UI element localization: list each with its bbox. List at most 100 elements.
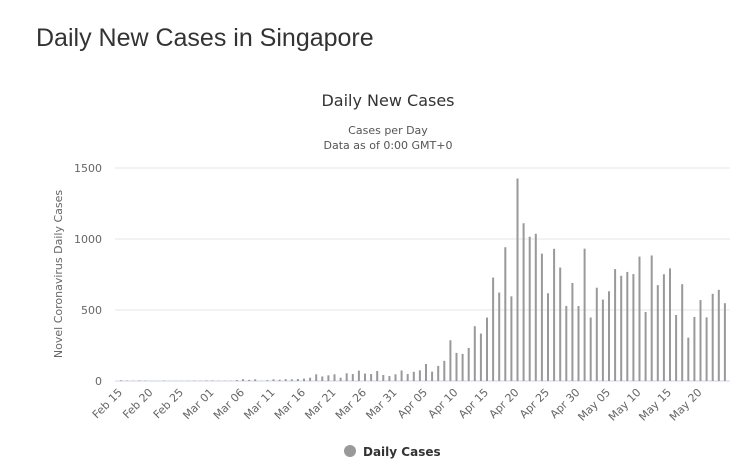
bar[interactable] bbox=[669, 268, 671, 381]
bar[interactable] bbox=[583, 248, 586, 381]
bar[interactable] bbox=[345, 373, 348, 381]
bar[interactable] bbox=[382, 375, 385, 381]
bar[interactable] bbox=[235, 380, 238, 381]
x-tick-label: Feb 15 bbox=[90, 386, 125, 421]
bar[interactable] bbox=[461, 353, 464, 381]
bar[interactable] bbox=[388, 376, 391, 381]
bar[interactable] bbox=[571, 283, 574, 381]
bar[interactable] bbox=[266, 380, 269, 381]
y-tick-label: 1500 bbox=[74, 162, 102, 175]
bar[interactable] bbox=[522, 223, 525, 381]
bar[interactable] bbox=[595, 287, 598, 381]
bar[interactable] bbox=[486, 317, 488, 381]
bar[interactable] bbox=[370, 374, 373, 381]
bar[interactable] bbox=[638, 256, 641, 381]
bar[interactable] bbox=[364, 373, 366, 381]
bar[interactable] bbox=[351, 374, 354, 381]
bar[interactable] bbox=[406, 374, 409, 381]
bar[interactable] bbox=[699, 300, 702, 381]
bar[interactable] bbox=[516, 178, 519, 381]
bar[interactable] bbox=[272, 379, 275, 381]
bar[interactable] bbox=[565, 306, 568, 381]
bar[interactable] bbox=[650, 255, 653, 381]
bar[interactable] bbox=[687, 337, 690, 381]
bar[interactable] bbox=[449, 340, 452, 381]
bar[interactable] bbox=[443, 360, 446, 381]
bar[interactable] bbox=[425, 363, 427, 381]
bar[interactable] bbox=[296, 379, 299, 381]
bar[interactable] bbox=[601, 299, 604, 381]
bar[interactable] bbox=[498, 292, 501, 381]
x-tick-label: Mar 21 bbox=[302, 386, 338, 422]
x-tick-label: May 10 bbox=[606, 386, 644, 424]
bar[interactable] bbox=[693, 316, 696, 381]
bar[interactable] bbox=[254, 379, 257, 381]
bar[interactable] bbox=[681, 284, 684, 381]
bar[interactable] bbox=[614, 269, 617, 381]
bar[interactable] bbox=[723, 303, 726, 381]
bar[interactable] bbox=[357, 370, 360, 381]
y-tick-label: 500 bbox=[81, 304, 102, 317]
bar[interactable] bbox=[138, 380, 141, 381]
bar[interactable] bbox=[455, 352, 458, 381]
bar[interactable] bbox=[705, 317, 708, 381]
bar[interactable] bbox=[211, 380, 214, 381]
bar[interactable] bbox=[662, 274, 665, 381]
bar[interactable] bbox=[400, 370, 403, 381]
bar[interactable] bbox=[534, 233, 537, 381]
legend-item-daily-cases[interactable]: Daily Cases bbox=[344, 445, 441, 459]
bar[interactable] bbox=[376, 371, 379, 381]
bar[interactable] bbox=[632, 274, 635, 381]
bar[interactable] bbox=[315, 374, 318, 381]
bar[interactable] bbox=[327, 375, 330, 381]
x-tick-label: Apr 10 bbox=[426, 386, 461, 421]
bar[interactable] bbox=[644, 311, 647, 381]
bar[interactable] bbox=[290, 379, 293, 381]
bar[interactable] bbox=[278, 379, 281, 381]
bar[interactable] bbox=[540, 253, 543, 381]
bar[interactable] bbox=[309, 377, 312, 381]
y-tick-label: 1000 bbox=[74, 233, 102, 246]
bar[interactable] bbox=[656, 285, 659, 381]
bar[interactable] bbox=[608, 291, 610, 381]
bar[interactable] bbox=[437, 365, 440, 381]
bar[interactable] bbox=[510, 296, 513, 381]
bar[interactable] bbox=[120, 380, 122, 381]
bar[interactable] bbox=[248, 379, 251, 381]
bar[interactable] bbox=[553, 248, 556, 381]
bar[interactable] bbox=[577, 306, 580, 381]
bar[interactable] bbox=[321, 376, 324, 381]
x-tick-label: Apr 25 bbox=[517, 386, 552, 421]
x-tick-label: Apr 20 bbox=[487, 386, 522, 421]
chart-title: Daily New Cases bbox=[321, 91, 454, 110]
legend-marker bbox=[344, 445, 356, 457]
bar[interactable] bbox=[620, 275, 623, 381]
bar[interactable] bbox=[412, 371, 415, 381]
bar[interactable] bbox=[711, 293, 714, 381]
bar[interactable] bbox=[547, 293, 549, 381]
bar[interactable] bbox=[467, 347, 470, 381]
bar[interactable] bbox=[492, 277, 495, 381]
bar[interactable] bbox=[284, 379, 287, 381]
bar[interactable] bbox=[303, 378, 305, 381]
bar[interactable] bbox=[394, 374, 397, 381]
bar[interactable] bbox=[418, 370, 421, 381]
bar[interactable] bbox=[473, 326, 476, 381]
bar[interactable] bbox=[717, 289, 720, 381]
bar[interactable] bbox=[675, 314, 678, 381]
bar[interactable] bbox=[431, 371, 434, 381]
bar[interactable] bbox=[559, 267, 562, 381]
x-tick-label: May 15 bbox=[636, 386, 674, 424]
bar[interactable] bbox=[205, 380, 208, 381]
bar[interactable] bbox=[589, 317, 592, 381]
bar[interactable] bbox=[242, 379, 244, 381]
bar[interactable] bbox=[528, 236, 531, 381]
bar[interactable] bbox=[626, 271, 629, 381]
x-tick-label: Mar 16 bbox=[272, 386, 308, 422]
bar[interactable] bbox=[339, 377, 342, 381]
bar[interactable] bbox=[333, 374, 336, 381]
bar[interactable] bbox=[504, 247, 507, 381]
bar[interactable] bbox=[479, 333, 482, 381]
x-tick-label: May 20 bbox=[667, 386, 705, 424]
